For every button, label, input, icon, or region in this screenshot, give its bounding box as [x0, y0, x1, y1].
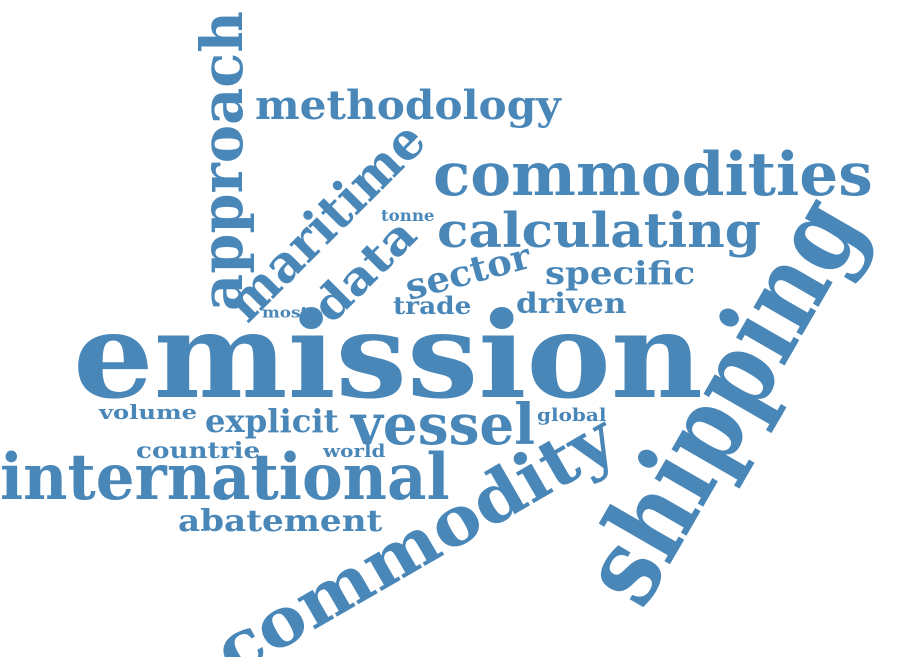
word-world: world	[323, 441, 386, 462]
word-most: most	[262, 303, 309, 322]
word-international: international	[0, 440, 450, 515]
word-countrie: countrie	[136, 438, 261, 464]
word-calculating: calculating	[437, 203, 761, 259]
word-abatement: abatement	[178, 504, 383, 539]
word-volume: volume	[99, 400, 197, 424]
word-driven: driven	[516, 287, 627, 320]
word-explicit: explicit	[205, 402, 339, 440]
word-trade: trade	[393, 291, 472, 320]
word-global: global	[537, 405, 607, 426]
word-vessel: vessel	[351, 392, 536, 458]
word-tonne: tonne	[381, 206, 435, 225]
word-commodities: commodities	[433, 140, 873, 210]
word-specific: specific	[545, 254, 696, 292]
word-methodology: methodology	[255, 82, 561, 129]
word-emission: emission	[73, 286, 703, 425]
